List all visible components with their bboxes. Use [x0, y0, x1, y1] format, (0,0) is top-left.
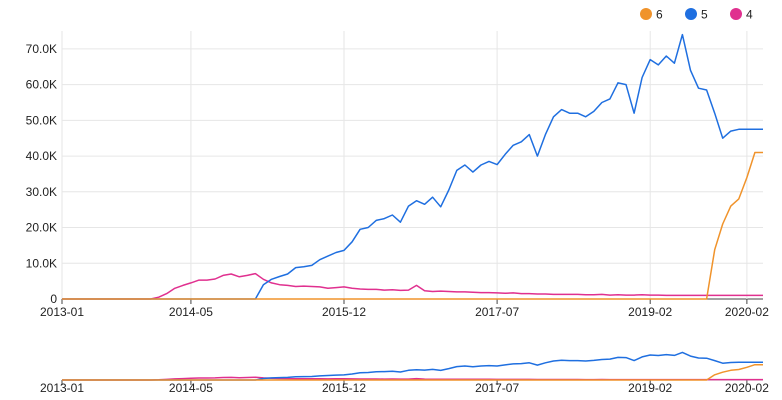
- x-tick-label: 2015-12: [322, 305, 366, 319]
- y-tick-label: 50.0K: [26, 113, 57, 127]
- overview-series-line-6: [62, 363, 763, 381]
- x-tick-label: 2020-02: [725, 305, 769, 319]
- x-tick-label: 2019-02: [628, 305, 672, 319]
- y-tick-label: 30.0K: [26, 185, 57, 199]
- overview-x-tick-label: 2014-05: [169, 381, 213, 395]
- overview-x-tick-label: 2017-07: [475, 381, 519, 395]
- series-line-6: [62, 151, 763, 300]
- y-axis-ticks: 0 10.0K 20.0K 30.0K 40.0K 50.0K 60.0K 70.0K: [26, 42, 58, 306]
- overview-x-tick-label: 2019-02: [628, 381, 672, 395]
- legend-item-5[interactable]: 5: [685, 8, 708, 22]
- legend-label: 5: [701, 8, 708, 22]
- x-axis-ticks: 2013-01 2014-05 2015-12 2017-07 2019-02 2020-…: [40, 299, 769, 319]
- series-line-4: [62, 272, 763, 300]
- overview-x-tick-label: 2020-02: [725, 381, 769, 395]
- y-tick-label: 70.0K: [26, 42, 57, 56]
- x-tick-label: 2014-05: [169, 305, 213, 319]
- series-lines: [62, 33, 763, 300]
- overview-series-line-5: [62, 351, 763, 381]
- legend-label: 4: [746, 8, 753, 22]
- y-tick-label: 60.0K: [26, 78, 57, 92]
- overview-x-tick-label: 2013-01: [40, 381, 84, 395]
- legend-label: 6: [656, 8, 663, 22]
- overview-x-tick-label: 2015-12: [322, 381, 366, 395]
- legend-item-6[interactable]: 6: [640, 8, 663, 22]
- y-tick-label: 10.0K: [26, 256, 57, 270]
- y-tick-label: 40.0K: [26, 149, 57, 163]
- legend[interactable]: 6 5 4: [640, 8, 753, 22]
- legend-item-4[interactable]: 4: [730, 8, 753, 22]
- legend-swatch: [685, 8, 697, 20]
- y-tick-label: 20.0K: [26, 221, 57, 235]
- legend-swatch: [730, 8, 742, 20]
- range-overview[interactable]: 2013-01 2014-05 2015-12 2017-07 2019-02 2020-…: [40, 351, 769, 395]
- x-tick-label: 2013-01: [40, 305, 84, 319]
- x-tick-label: 2017-07: [475, 305, 519, 319]
- grid-lines: [61, 31, 763, 300]
- y-tick-label: 0: [50, 292, 57, 306]
- legend-swatch: [640, 8, 652, 20]
- series-line-5: [62, 33, 763, 300]
